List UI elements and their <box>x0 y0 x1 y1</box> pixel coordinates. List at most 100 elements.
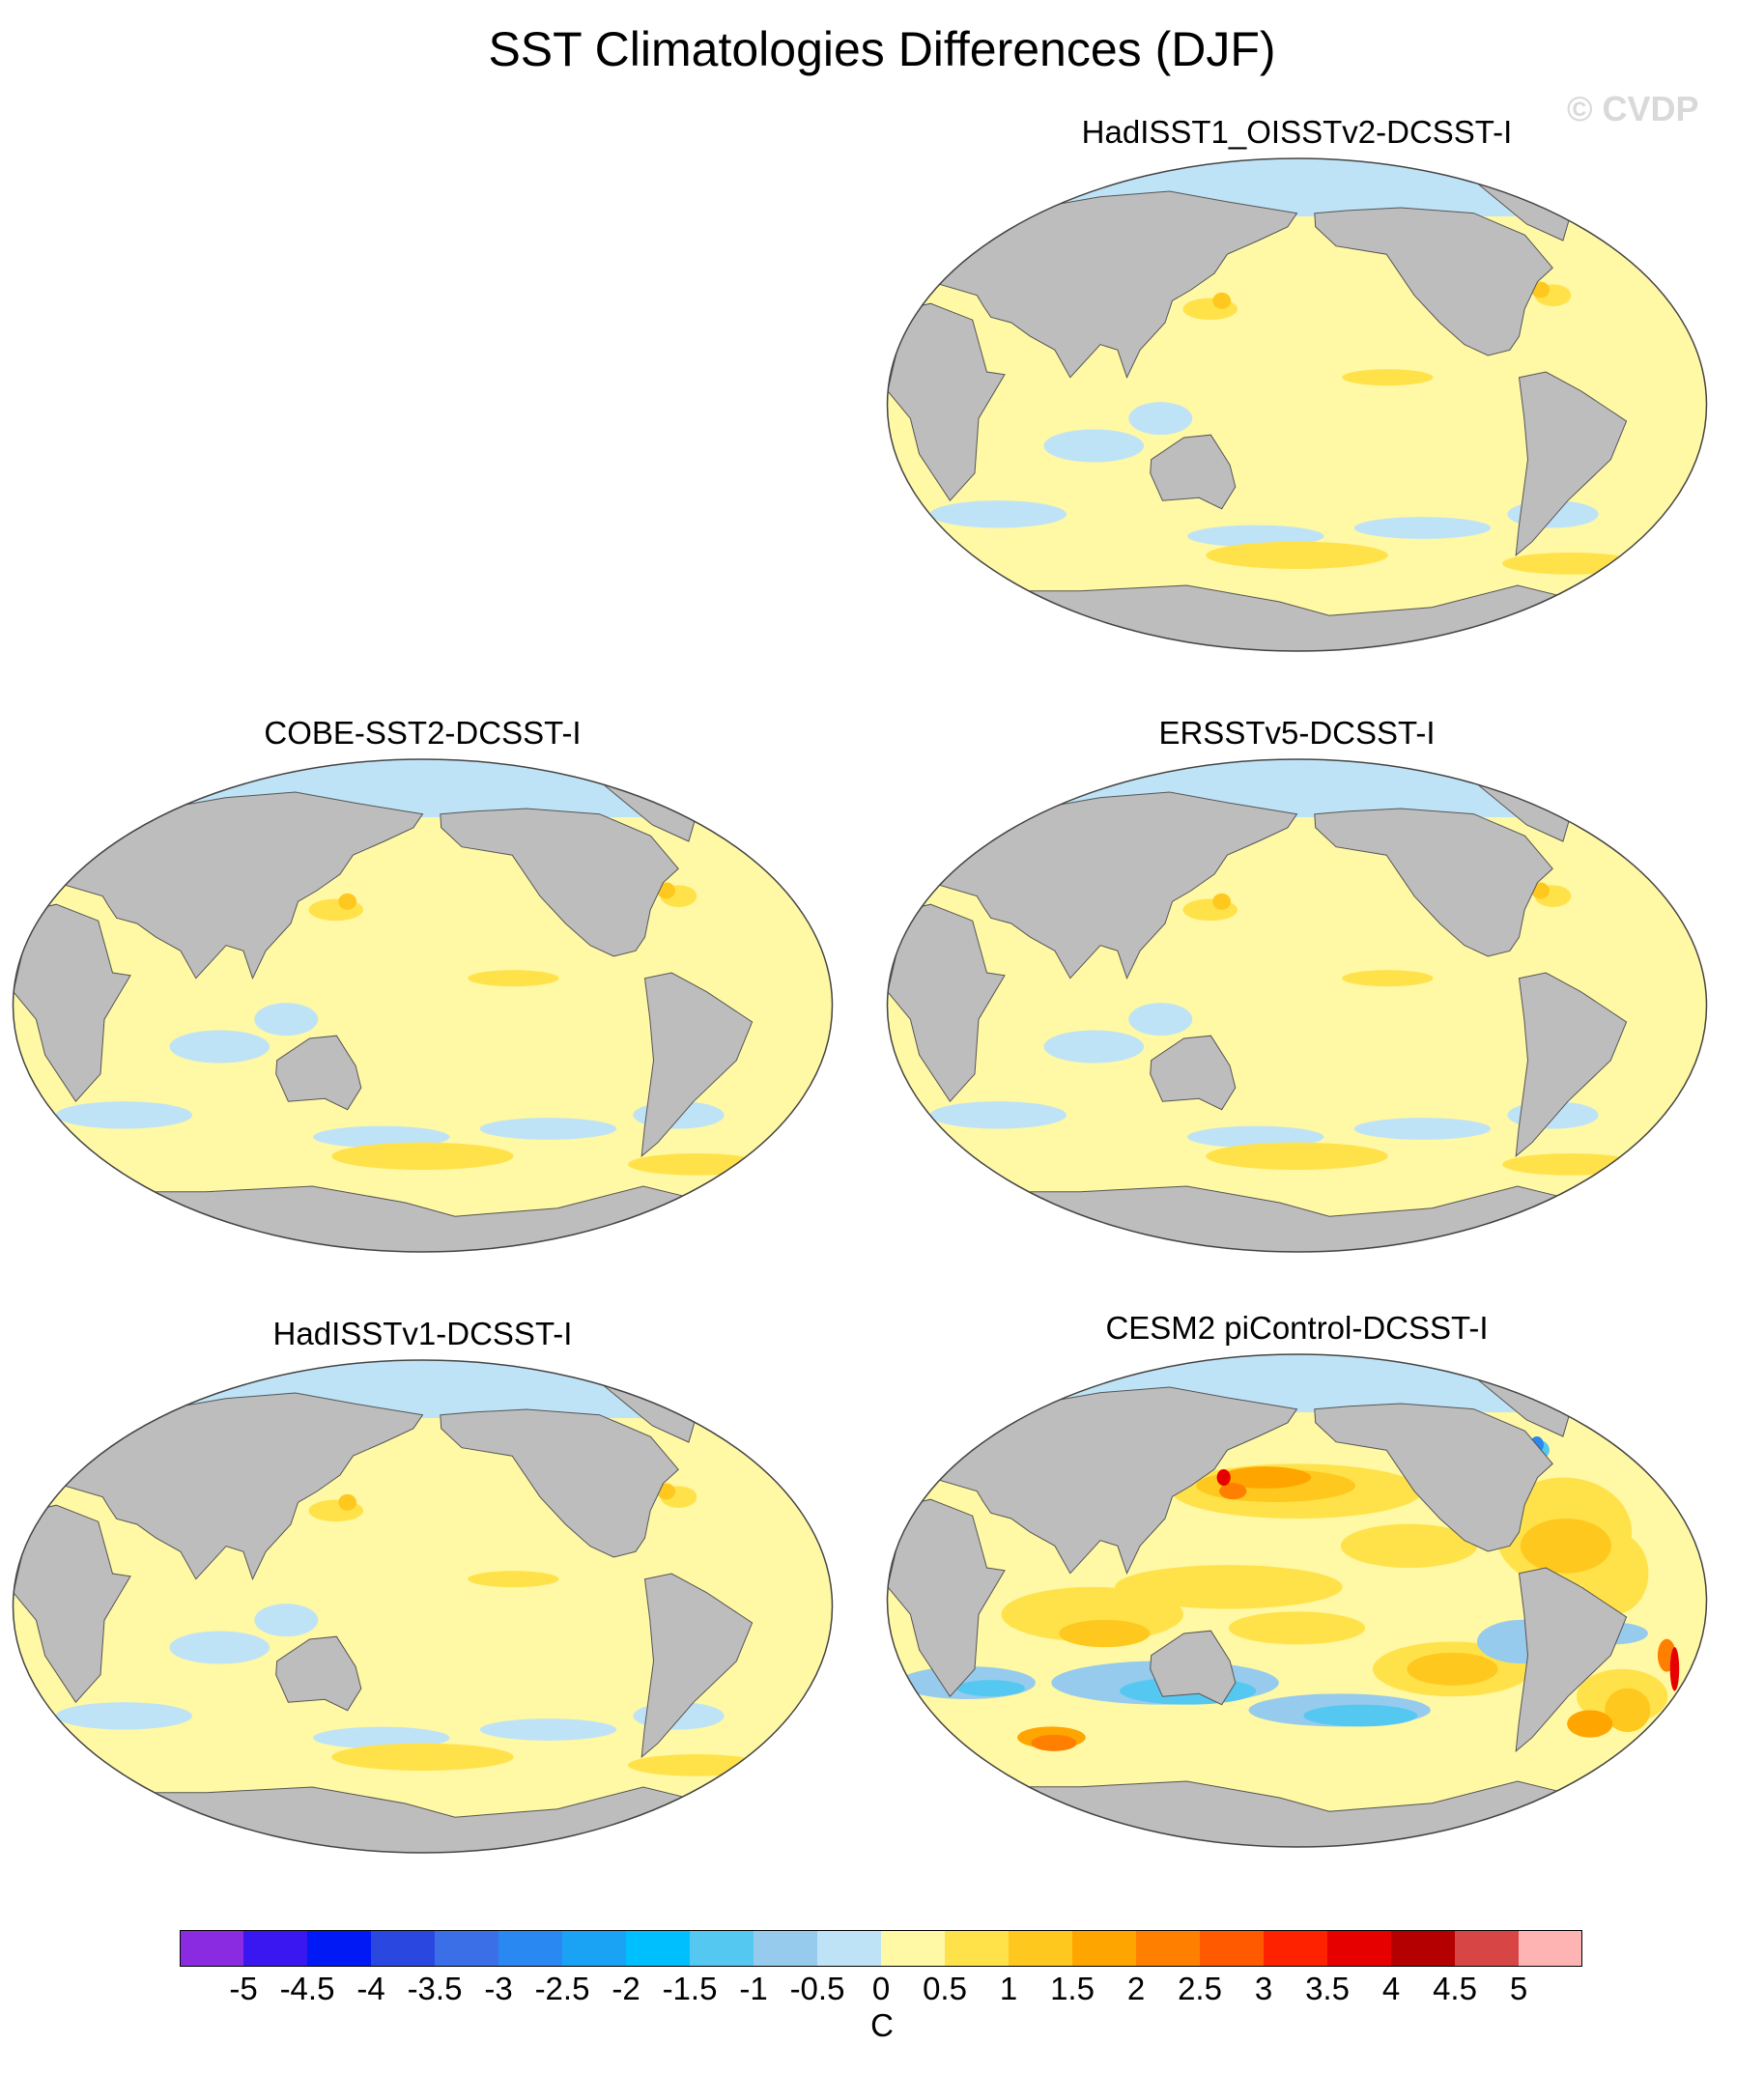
map-outline <box>886 758 1708 1253</box>
colorbar-tick-label: -2.5 <box>534 1971 590 2006</box>
land-namerica <box>440 1408 679 1558</box>
colorbar-tick-label: 3.5 <box>1305 1971 1350 2006</box>
map-panel-hadisstv1: HadISSTv1-DCSST-I <box>10 1316 836 1857</box>
anomaly-contour <box>1353 517 1492 539</box>
colorbar-box <box>371 1930 435 1967</box>
arctic-region <box>887 1354 1707 1412</box>
colorbar-box <box>881 1930 945 1967</box>
anomaly-contour <box>1206 1142 1388 1170</box>
anomaly-contour <box>1520 1519 1612 1574</box>
land-eurasia <box>927 1386 1298 1576</box>
colorbar-tick-label: -5 <box>229 1971 258 2006</box>
land-namerica <box>440 808 679 957</box>
colorbar-tick-label: -4 <box>356 1971 385 2006</box>
map-outline <box>12 758 834 1253</box>
colorbar-box <box>1200 1930 1264 1967</box>
colorbar <box>180 1930 1582 1967</box>
anomaly-contour <box>1605 1688 1651 1732</box>
land-eurasia <box>53 791 424 980</box>
anomaly-contour <box>1219 1466 1312 1489</box>
arctic-region <box>13 1360 833 1418</box>
anomaly-contour <box>55 1101 193 1129</box>
panel-title: ERSSTv5-DCSST-I <box>1158 715 1436 751</box>
land-africa <box>13 903 131 1103</box>
colorbar-box <box>498 1930 562 1967</box>
anomaly-contour <box>1342 970 1434 987</box>
anomaly-contour <box>1502 1153 1639 1176</box>
watermark: © CVDP <box>1567 89 1699 128</box>
map-outline <box>886 1353 1708 1848</box>
anomaly-contour <box>479 1118 617 1140</box>
anomaly-contour <box>1128 402 1193 436</box>
land-africa <box>887 302 1006 502</box>
anomaly-contour <box>468 970 559 987</box>
anomaly-contour <box>1187 525 1324 548</box>
anomaly-contour <box>1567 1710 1613 1738</box>
anomaly-contour <box>956 1680 1025 1697</box>
anomaly-contour <box>1502 553 1639 575</box>
land-namerica <box>1314 808 1553 957</box>
panel-title: HadISST1_OISSTv2-DCSST-I <box>1081 114 1513 150</box>
anomaly-contour <box>1353 1118 1492 1140</box>
anomaly-contour <box>169 1030 270 1064</box>
colorbar-box <box>1391 1930 1455 1967</box>
colorbar-tick-label: 5 <box>1509 1971 1528 2006</box>
land-australia <box>1150 1630 1237 1706</box>
colorbar-tick-label: 3 <box>1254 1971 1273 2006</box>
colorbar-tick-label: -3 <box>484 1971 513 2006</box>
land-eurasia <box>53 1392 424 1581</box>
colorbar-tick-label: 1 <box>999 1971 1018 2006</box>
map-panel-hadisst1-oisstv2: HadISST1_OISSTv2-DCSST-I <box>884 114 1710 655</box>
colorbar-tick-label: -2 <box>612 1971 640 2006</box>
map-panel-cesm2-picontrol: CESM2 piControl-DCSST-I <box>884 1310 1710 1851</box>
colorbar-box <box>1072 1930 1136 1967</box>
land-samerica <box>1515 972 1628 1157</box>
land-namerica <box>1314 1403 1553 1552</box>
anomaly-contour <box>169 1631 270 1664</box>
map-outline <box>12 1359 834 1854</box>
colorbar-tick-label: -4.5 <box>279 1971 335 2006</box>
land-samerica <box>640 1573 754 1758</box>
colorbar-box <box>1519 1930 1582 1967</box>
anomaly-contour <box>1031 1734 1077 1751</box>
colorbar-tick-label: -0.5 <box>789 1971 845 2006</box>
land-samerica <box>1515 1567 1628 1752</box>
colorbar-tick-label: -1.5 <box>662 1971 718 2006</box>
colorbar-box <box>1264 1930 1327 1967</box>
colorbar-box <box>690 1930 754 1967</box>
colorbar-tick-label: -3.5 <box>407 1971 463 2006</box>
land-africa <box>13 1504 131 1704</box>
anomaly-contour <box>1059 1619 1151 1648</box>
land-samerica <box>640 972 754 1157</box>
land-australia <box>275 1035 362 1111</box>
colorbar-box <box>307 1930 371 1967</box>
colorbar-box <box>1136 1930 1200 1967</box>
anomaly-contour <box>331 1142 514 1170</box>
land-samerica <box>1515 371 1628 556</box>
colorbar-tick-label: 4 <box>1381 1971 1401 2006</box>
anomaly-contour <box>929 500 1067 528</box>
anomaly-contour <box>338 1493 357 1511</box>
land-eurasia <box>927 791 1298 980</box>
world-map <box>886 157 1708 652</box>
anomaly-contour <box>468 1571 559 1588</box>
anomaly-contour <box>1128 1003 1193 1036</box>
anomaly-contour <box>254 1604 319 1637</box>
colorbar-box <box>945 1930 1009 1967</box>
anomaly-contour <box>1407 1652 1498 1686</box>
anomaly-contour <box>1212 893 1232 910</box>
anomaly-contour <box>1206 541 1388 569</box>
colorbar-box <box>243 1930 307 1967</box>
anomaly-contour <box>254 1003 319 1036</box>
land-australia <box>275 1635 362 1712</box>
colorbar-box <box>626 1930 690 1967</box>
colorbar-box <box>754 1930 817 1967</box>
land-africa <box>887 903 1006 1103</box>
arctic-region <box>887 158 1707 216</box>
panel-title: HadISSTv1-DCSST-I <box>272 1316 573 1351</box>
anomaly-contour <box>1187 1125 1324 1149</box>
anomaly-contour <box>331 1743 514 1771</box>
anomaly-contour <box>929 1101 1067 1129</box>
anomaly-contour <box>479 1718 617 1741</box>
panel-title: COBE-SST2-DCSST-I <box>264 715 582 751</box>
